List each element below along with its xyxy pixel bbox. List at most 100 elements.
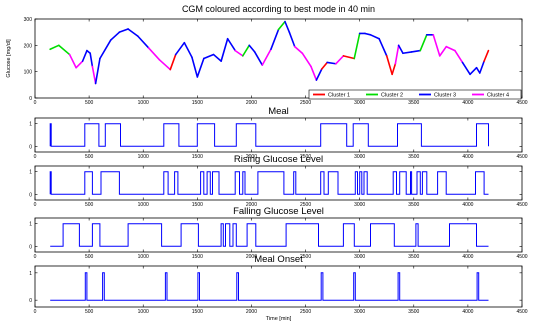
legend-label: Cluster 2: [381, 93, 403, 99]
cgm-segment: [58, 44, 71, 56]
cgm-segment: [288, 31, 296, 48]
y-tick-label: 1: [29, 170, 32, 176]
cgm-segment: [261, 48, 272, 66]
cgm-segment: [353, 32, 361, 60]
chart-title: CGM coloured according to best mode in 4…: [182, 4, 375, 14]
cgm-segment: [220, 37, 229, 62]
x-tick-label: 2000: [246, 309, 257, 315]
cgm-segment: [277, 20, 286, 31]
signal-line: [49, 171, 489, 195]
x-tick-label: 0: [34, 309, 37, 315]
cgm-segment: [226, 37, 237, 52]
x-tick-label: 4500: [516, 309, 527, 315]
x-tick-label: 3500: [408, 202, 419, 208]
x-tick-label: 2500: [300, 202, 311, 208]
x-tick-label: 500: [85, 100, 94, 106]
cgm-segment: [174, 41, 186, 56]
cgm-segment: [385, 55, 393, 76]
y-tick-label: 1: [29, 271, 32, 277]
cgm-segment: [68, 53, 77, 69]
cgm-segment: [461, 61, 471, 76]
cgm-segment: [397, 44, 404, 55]
cgm-segment: [183, 41, 193, 58]
x-tick-label: 3000: [354, 254, 365, 260]
x-tick-label: 1500: [192, 154, 203, 160]
x-tick-label: 3500: [408, 154, 419, 160]
x-tick-label: 2000: [246, 154, 257, 160]
cgm-segment: [241, 44, 251, 57]
cgm-panel: CGM coloured according to best mode in 4…: [6, 4, 528, 106]
cgm-segment: [364, 32, 372, 36]
rising-glucose-panel: Rising Glucose Level 0 500 1000 1500 2000 2500…: [29, 154, 528, 208]
cgm-segment: [75, 60, 84, 69]
y-tick-label: 0: [29, 96, 32, 102]
axes-frame: [34, 18, 523, 99]
chart-title: Rising Glucose Level: [234, 154, 323, 165]
x-tick-label: 4500: [516, 202, 527, 208]
cgm-segment: [99, 39, 112, 60]
cgm-segment: [158, 59, 172, 71]
signal-line: [49, 123, 489, 147]
x-tick-label: 4000: [462, 202, 473, 208]
x-tick-label: 0: [34, 100, 37, 106]
x-tick-label: 2000: [246, 254, 257, 260]
cgm-segment: [483, 49, 490, 62]
cgm-segment: [335, 55, 345, 65]
y-tick-label: 300: [24, 17, 33, 23]
x-tick-label: 1500: [192, 100, 203, 106]
cgm-segment: [391, 62, 397, 76]
cgm-segment: [248, 44, 256, 53]
x-axis-label: Time [min]: [266, 316, 292, 322]
cgm-segment: [301, 52, 312, 68]
x-tick-label: 2500: [300, 154, 311, 160]
cgm-segment: [293, 45, 304, 55]
x-tick-label: 1500: [192, 309, 203, 315]
y-tick-label: 0: [29, 244, 32, 250]
cgm-segment: [169, 53, 177, 71]
y-tick-label: 200: [24, 43, 33, 49]
cgm-segment: [94, 57, 101, 85]
x-tick-label: 4500: [516, 254, 527, 260]
y-tick-label: 0: [29, 192, 32, 198]
cgm-segment: [191, 56, 199, 78]
x-tick-label: 3000: [354, 202, 365, 208]
cgm-segment: [91, 65, 97, 85]
x-tick-label: 4000: [462, 154, 473, 160]
x-tick-label: 3500: [408, 309, 419, 315]
axes-frame: [34, 265, 523, 308]
cgm-segment: [315, 68, 323, 81]
cgm-segment: [284, 20, 291, 33]
cgm-segment: [234, 49, 244, 57]
x-tick-label: 500: [85, 202, 94, 208]
cgm-segment: [310, 65, 318, 81]
x-tick-label: 1000: [138, 154, 149, 160]
cgm-segment: [118, 28, 129, 33]
x-tick-label: 4000: [462, 254, 473, 260]
y-axis-label: Glucose [mg/dl]: [6, 39, 12, 78]
x-tick-label: 3500: [408, 100, 419, 106]
chart-title: Meal Onset: [254, 254, 303, 265]
x-tick-label: 1500: [192, 254, 203, 260]
cgm-segment: [127, 28, 139, 37]
chart-title: Falling Glucose Level: [233, 206, 324, 217]
y-tick-label: 0: [29, 298, 32, 304]
cgm-segment: [369, 33, 380, 40]
cgm-segment: [438, 45, 448, 57]
x-tick-label: 1500: [192, 202, 203, 208]
axes-frame: [34, 117, 523, 153]
cgm-segment: [475, 66, 481, 74]
signal-line: [50, 223, 489, 247]
legend-label: Cluster 1: [328, 93, 350, 99]
axes-frame: [34, 165, 523, 201]
meal-panel: Meal 0 500 1000 1500 2000 2500 3000 3500 4000 4500…: [29, 106, 528, 160]
x-tick-label: 4500: [516, 100, 527, 106]
falling-glucose-panel: Falling Glucose Level 0 500 1000 1500 2000 250…: [29, 206, 528, 260]
x-tick-label: 500: [85, 309, 94, 315]
cgm-segment: [445, 45, 456, 52]
cgm-segment: [212, 53, 222, 62]
cgm-segment: [419, 33, 428, 52]
x-tick-label: 3000: [354, 154, 365, 160]
cgm-segment: [394, 44, 400, 65]
cgm-segment: [109, 31, 121, 41]
